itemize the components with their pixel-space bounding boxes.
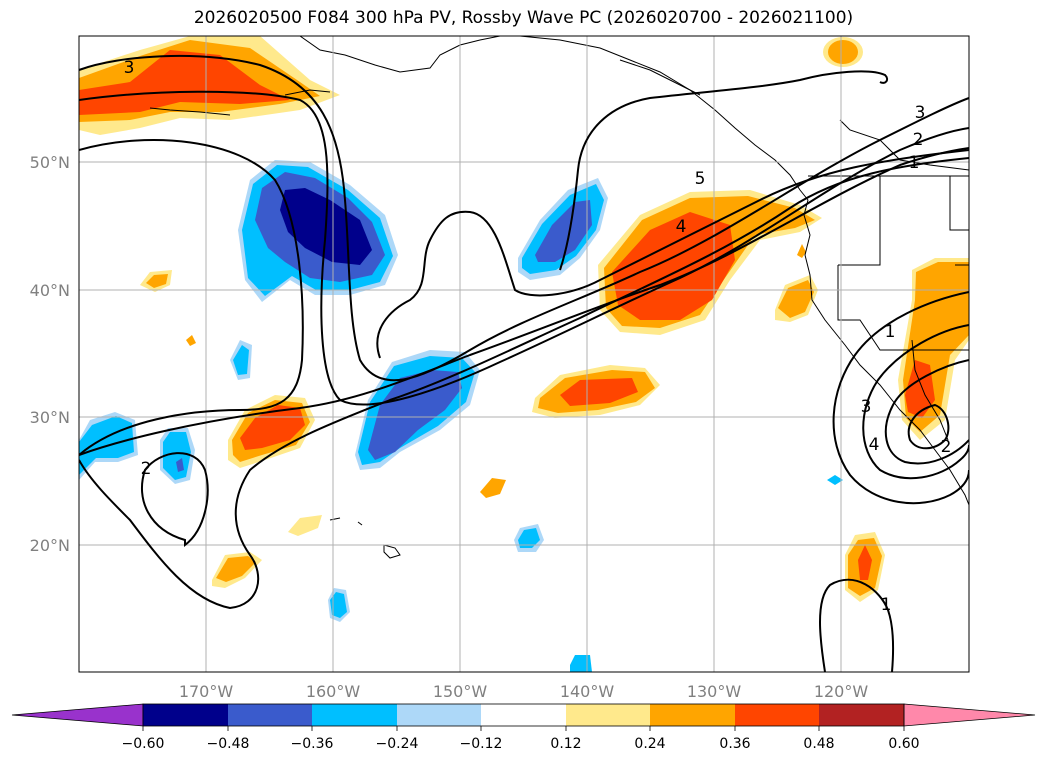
gridlines bbox=[79, 36, 969, 672]
contour-label-2-mexico: 2 bbox=[941, 437, 952, 457]
lat-label-40n: 40°N bbox=[30, 281, 70, 300]
colorbar-tick-label: −0.36 bbox=[291, 736, 334, 752]
map-frame bbox=[78, 35, 970, 673]
contour-label-1-east: 1 bbox=[909, 153, 920, 173]
lat-label-20n: 20°N bbox=[30, 536, 70, 555]
lon-label-160w: 160°W bbox=[306, 682, 361, 701]
colorbar-tick-label: 0.24 bbox=[634, 736, 665, 752]
coastlines bbox=[149, 36, 969, 559]
contour-labels: 3 3 2 1 5 4 1 3 4 2 2 1 bbox=[124, 58, 952, 615]
colorbar-extend-max bbox=[903, 703, 1036, 727]
lon-label-130w: 130°W bbox=[687, 682, 742, 701]
contour-label-1-baja: 1 bbox=[885, 322, 896, 342]
colorbar-segment bbox=[397, 704, 481, 726]
rossby-wave-contours bbox=[79, 54, 969, 672]
map-panel: 3 3 2 1 5 4 1 3 4 2 2 1 bbox=[79, 36, 969, 672]
lon-label-150w: 150°W bbox=[433, 682, 488, 701]
colorbar-tick-label: −0.48 bbox=[207, 736, 250, 752]
lon-label-120w: 120°W bbox=[814, 682, 869, 701]
colorbar-tick-label: 0.12 bbox=[550, 736, 581, 752]
lon-label-170w: 170°W bbox=[179, 682, 234, 701]
contour-label-3-baja: 3 bbox=[861, 397, 872, 417]
contour-label-4-baja: 4 bbox=[869, 435, 880, 455]
colorbar-segment bbox=[228, 704, 312, 726]
colorbar-tick-label: −0.60 bbox=[122, 736, 165, 752]
colorbar-segment bbox=[312, 704, 397, 726]
colorbar-tick-label: −0.12 bbox=[460, 736, 503, 752]
pv-positive-anomalies bbox=[79, 36, 969, 602]
colorbar-tick-label: 0.60 bbox=[888, 736, 919, 752]
colorbar-tick-label: −0.24 bbox=[376, 736, 419, 752]
colorbar: −0.60 −0.48 −0.36 −0.24 −0.12 0.12 0.24 … bbox=[11, 703, 1036, 752]
contour-label-2-west: 2 bbox=[141, 459, 152, 479]
contour-label-4: 4 bbox=[676, 217, 687, 237]
colorbar-segment bbox=[566, 704, 650, 726]
colorbar-extend-min bbox=[11, 703, 144, 727]
longitude-labels: 170°W 160°W 150°W 140°W 130°W 120°W bbox=[179, 682, 869, 701]
contour-label-2-east: 2 bbox=[913, 130, 924, 150]
latitude-labels: 50°N 40°N 30°N 20°N bbox=[30, 153, 70, 555]
lon-label-140w: 140°W bbox=[560, 682, 615, 701]
colorbar-segment bbox=[481, 704, 566, 726]
colorbar-tick-label: 0.36 bbox=[719, 736, 750, 752]
colorbar-segment bbox=[819, 704, 904, 726]
colorbar-tick-label: 0.48 bbox=[803, 736, 834, 752]
colorbar-segment bbox=[650, 704, 735, 726]
map-title: 2026020500 F084 300 hPa PV, Rossby Wave … bbox=[193, 8, 854, 28]
lat-label-50n: 50°N bbox=[30, 153, 70, 172]
contour-label-3-west: 3 bbox=[124, 58, 135, 78]
lat-label-30n: 30°N bbox=[30, 408, 70, 427]
colorbar-segment bbox=[735, 704, 819, 726]
contour-label-1-south: 1 bbox=[881, 595, 892, 615]
contour-label-3-east: 3 bbox=[915, 103, 926, 123]
contour-label-5: 5 bbox=[695, 169, 706, 189]
colorbar-segment bbox=[143, 704, 228, 726]
